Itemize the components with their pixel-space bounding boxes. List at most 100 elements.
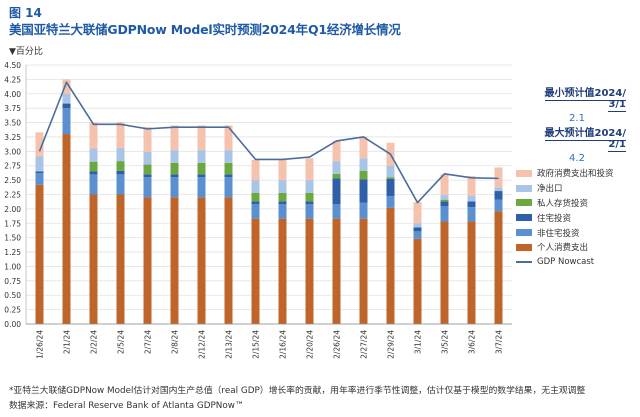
footnote-source: 数据来源：Federal Reserve Bank of Atlanta GDP… — [9, 401, 244, 411]
legend-label-government: 政府消费支出和投资 — [537, 169, 614, 180]
unit-label: ▼百分比 — [9, 47, 43, 57]
x-tick-label: 2/29/24 — [387, 330, 396, 359]
bar-segment-net_exports — [197, 150, 206, 163]
bar-stack — [89, 122, 98, 324]
bar-segment-government — [440, 174, 449, 196]
bar-segment-government — [170, 125, 179, 151]
legend-item-consumption: 个人消费支出 — [516, 240, 614, 255]
max-estimate-value: 4.2 — [569, 153, 585, 164]
bar-segment-inventory — [251, 192, 260, 202]
bar-stack — [332, 140, 341, 324]
legend-label-consumption: 个人消费支出 — [537, 243, 589, 254]
y-tick-label: 4.25 — [4, 75, 21, 84]
bar-segment-res_inv — [440, 201, 449, 207]
bar-stack — [278, 159, 287, 324]
y-tick-label: 0.25 — [4, 306, 21, 315]
bar-segment-nonres_inv — [332, 204, 341, 219]
x-axis: 1/26/24 2/1/24 2/2/24 2/5/24 2/7/24 2/8/24 2/1… — [26, 323, 512, 359]
bar-segment-res_inv — [35, 171, 44, 174]
bar-segment-consumption — [143, 197, 152, 324]
bar-segment-res_inv — [467, 201, 476, 208]
bar-segment-government — [224, 125, 233, 151]
x-tick-label: 2/16/24 — [279, 330, 288, 359]
legend-item-nonresidential: 非住宅投资 — [516, 225, 614, 240]
nowcast-line — [38, 81, 499, 204]
bar-segment-nonres_inv — [278, 204, 287, 219]
bar-stack — [143, 127, 152, 324]
y-tick-label: 3.00 — [4, 147, 21, 156]
legend-swatch-consumption — [516, 243, 532, 251]
bar-segment-res_inv — [413, 227, 422, 232]
bar-segment-consumption — [359, 218, 368, 324]
bar-segment-consumption — [197, 197, 206, 324]
y-tick-label: 3.50 — [4, 119, 21, 128]
bar-segment-consumption — [278, 218, 287, 324]
bar-segment-net_exports — [170, 150, 179, 163]
bar-segment-res_inv — [359, 179, 368, 203]
y-tick-label: 0.75 — [4, 277, 21, 286]
bar-segment-net_exports — [62, 93, 71, 104]
x-tick-label: 2/2/24 — [90, 330, 99, 354]
bar-segment-nonres_inv — [494, 199, 503, 212]
bar-segment-government — [143, 127, 152, 152]
bar-segment-consumption — [170, 197, 179, 324]
bar-segment-net_exports — [386, 165, 395, 178]
x-tick-label: 2/27/24 — [360, 330, 369, 359]
x-tick-label: 2/12/24 — [198, 330, 207, 359]
y-tick-label: 2.75 — [4, 162, 21, 171]
bar-segment-nonres_inv — [197, 177, 206, 198]
bar-stack — [494, 167, 503, 324]
y-tick-label: 2.50 — [4, 176, 21, 185]
bar-segment-net_exports — [224, 150, 233, 163]
bar-stack — [197, 125, 206, 324]
bar-segment-res_inv — [224, 174, 233, 178]
y-tick-label: 0.50 — [4, 291, 21, 300]
bar-segment-res_inv — [386, 178, 395, 197]
bar-segment-nonres_inv — [35, 173, 44, 185]
bar-stack — [116, 121, 125, 324]
bar-segment-res_inv — [197, 174, 206, 178]
bar-segment-nonres_inv — [467, 207, 476, 222]
y-tick-label: 1.00 — [4, 262, 21, 271]
bar-segment-consumption — [224, 197, 233, 324]
legend-item-inventory: 私人存货投资 — [516, 196, 614, 211]
y-tick-label: 3.25 — [4, 133, 21, 142]
bar-stack — [305, 158, 314, 324]
y-tick-label: 0.00 — [4, 320, 21, 329]
x-tick-label: 2/8/24 — [171, 330, 180, 354]
bar-segment-government — [278, 159, 287, 181]
bar-stack — [62, 79, 71, 324]
y-tick-label: 4.50 — [4, 61, 21, 70]
legend-label-net-exports: 净出口 — [537, 184, 563, 195]
y-axis: 0.00 0.25 0.50 0.75 1.00 1.25 1.50 1.75 2.00 2.25… — [4, 61, 27, 329]
bar-segment-inventory — [305, 192, 314, 202]
y-tick-label: 1.25 — [4, 248, 21, 257]
legend-item-residential: 住宅投资 — [516, 210, 614, 225]
bar-segment-inventory — [332, 173, 341, 179]
bar-stack — [440, 174, 449, 324]
bar-segment-government — [62, 79, 71, 94]
x-tick-label: 2/26/24 — [333, 330, 342, 359]
bar-segment-government — [35, 132, 44, 157]
x-tick-label: 3/7/24 — [495, 330, 504, 354]
bar-stack — [413, 201, 422, 324]
x-tick-label: 1/26/24 — [36, 330, 45, 359]
bar-segment-res_inv — [170, 174, 179, 178]
legend-label-inventory: 私人存货投资 — [537, 198, 589, 209]
legend-swatch-inventory — [516, 199, 532, 207]
bar-stack — [467, 176, 476, 324]
bar-segment-inventory — [278, 192, 287, 202]
bar-segment-inventory — [440, 199, 449, 202]
bar-segment-inventory — [386, 177, 395, 179]
x-tick-label: 2/13/24 — [225, 330, 234, 359]
legend-label-residential: 住宅投资 — [537, 213, 572, 224]
bar-segment-inventory — [116, 161, 125, 171]
bar-segment-government — [494, 167, 503, 188]
bar-segment-government — [359, 136, 368, 159]
bar-segment-nonres_inv — [386, 196, 395, 208]
x-tick-label: 3/5/24 — [441, 330, 450, 354]
bar-segment-consumption — [305, 218, 314, 324]
bar-segment-res_inv — [494, 191, 503, 200]
bar-segment-consumption — [251, 218, 260, 324]
bar-segment-government — [467, 176, 476, 196]
